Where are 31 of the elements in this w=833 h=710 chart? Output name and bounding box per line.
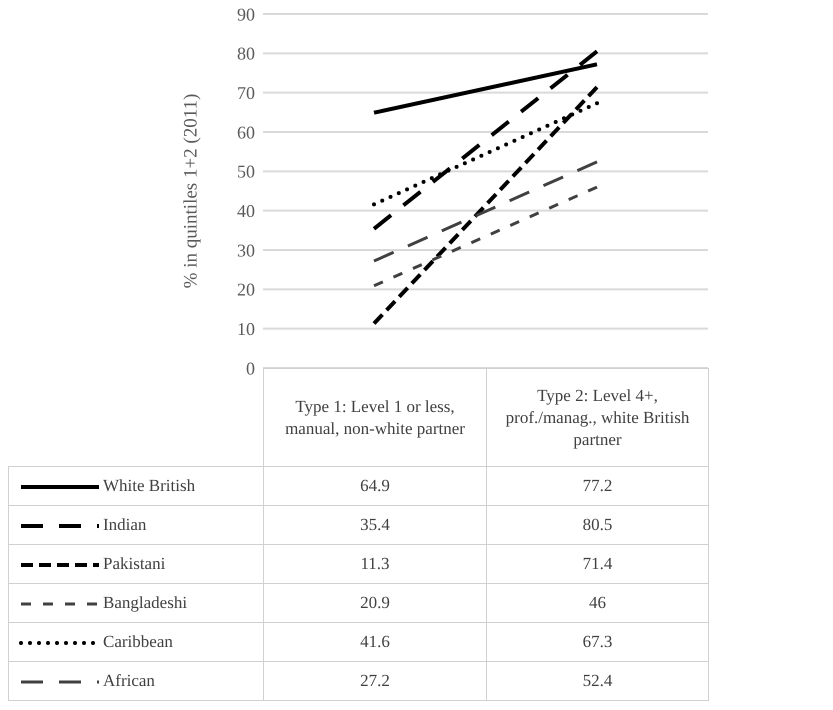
y-tick-label: 40 (237, 201, 255, 222)
data-label: 77.2 (486, 466, 708, 506)
y-tick-label: 30 (237, 240, 255, 260)
data-label: 52.4 (486, 662, 708, 700)
y-tick-label: 80 (237, 44, 255, 64)
x-tick-label: Type 1: Level 1 or less, manual, non-white partner (264, 368, 486, 466)
y-tick-label: 70 (237, 83, 255, 104)
data-label: 41.6 (264, 622, 486, 662)
data-label: 11.3 (264, 544, 486, 584)
legend-label: Caribbean (8, 622, 264, 662)
legend-label: White British (8, 466, 264, 506)
data-label: 35.4 (264, 506, 486, 544)
y-tick-label: 60 (237, 122, 255, 142)
data-label: 20.9 (264, 584, 486, 622)
data-label: 67.3 (486, 622, 708, 662)
x-tick-label: Type 2: Level 4+, prof./manag., white British partner (486, 368, 708, 466)
data-label: 64.9 (264, 466, 486, 506)
y-tick-label: 90 (237, 4, 255, 24)
legend-label: Bangladeshi (8, 584, 264, 622)
y-axis-title: % in quintiles 1+2 (2011) (180, 94, 202, 288)
data-label: 27.2 (264, 662, 486, 700)
legend-label: African (8, 662, 264, 700)
y-tick-label: 50 (237, 162, 255, 182)
data-label: 71.4 (486, 544, 708, 584)
data-label: 80.5 (486, 506, 708, 544)
legend-label: Pakistani (8, 544, 264, 584)
y-tick-label: 10 (237, 319, 255, 340)
y-tick-label: 20 (237, 280, 255, 300)
data-label: 46 (486, 584, 708, 622)
y-tick-label: 0 (246, 358, 255, 378)
legend-label: Indian (8, 506, 264, 544)
